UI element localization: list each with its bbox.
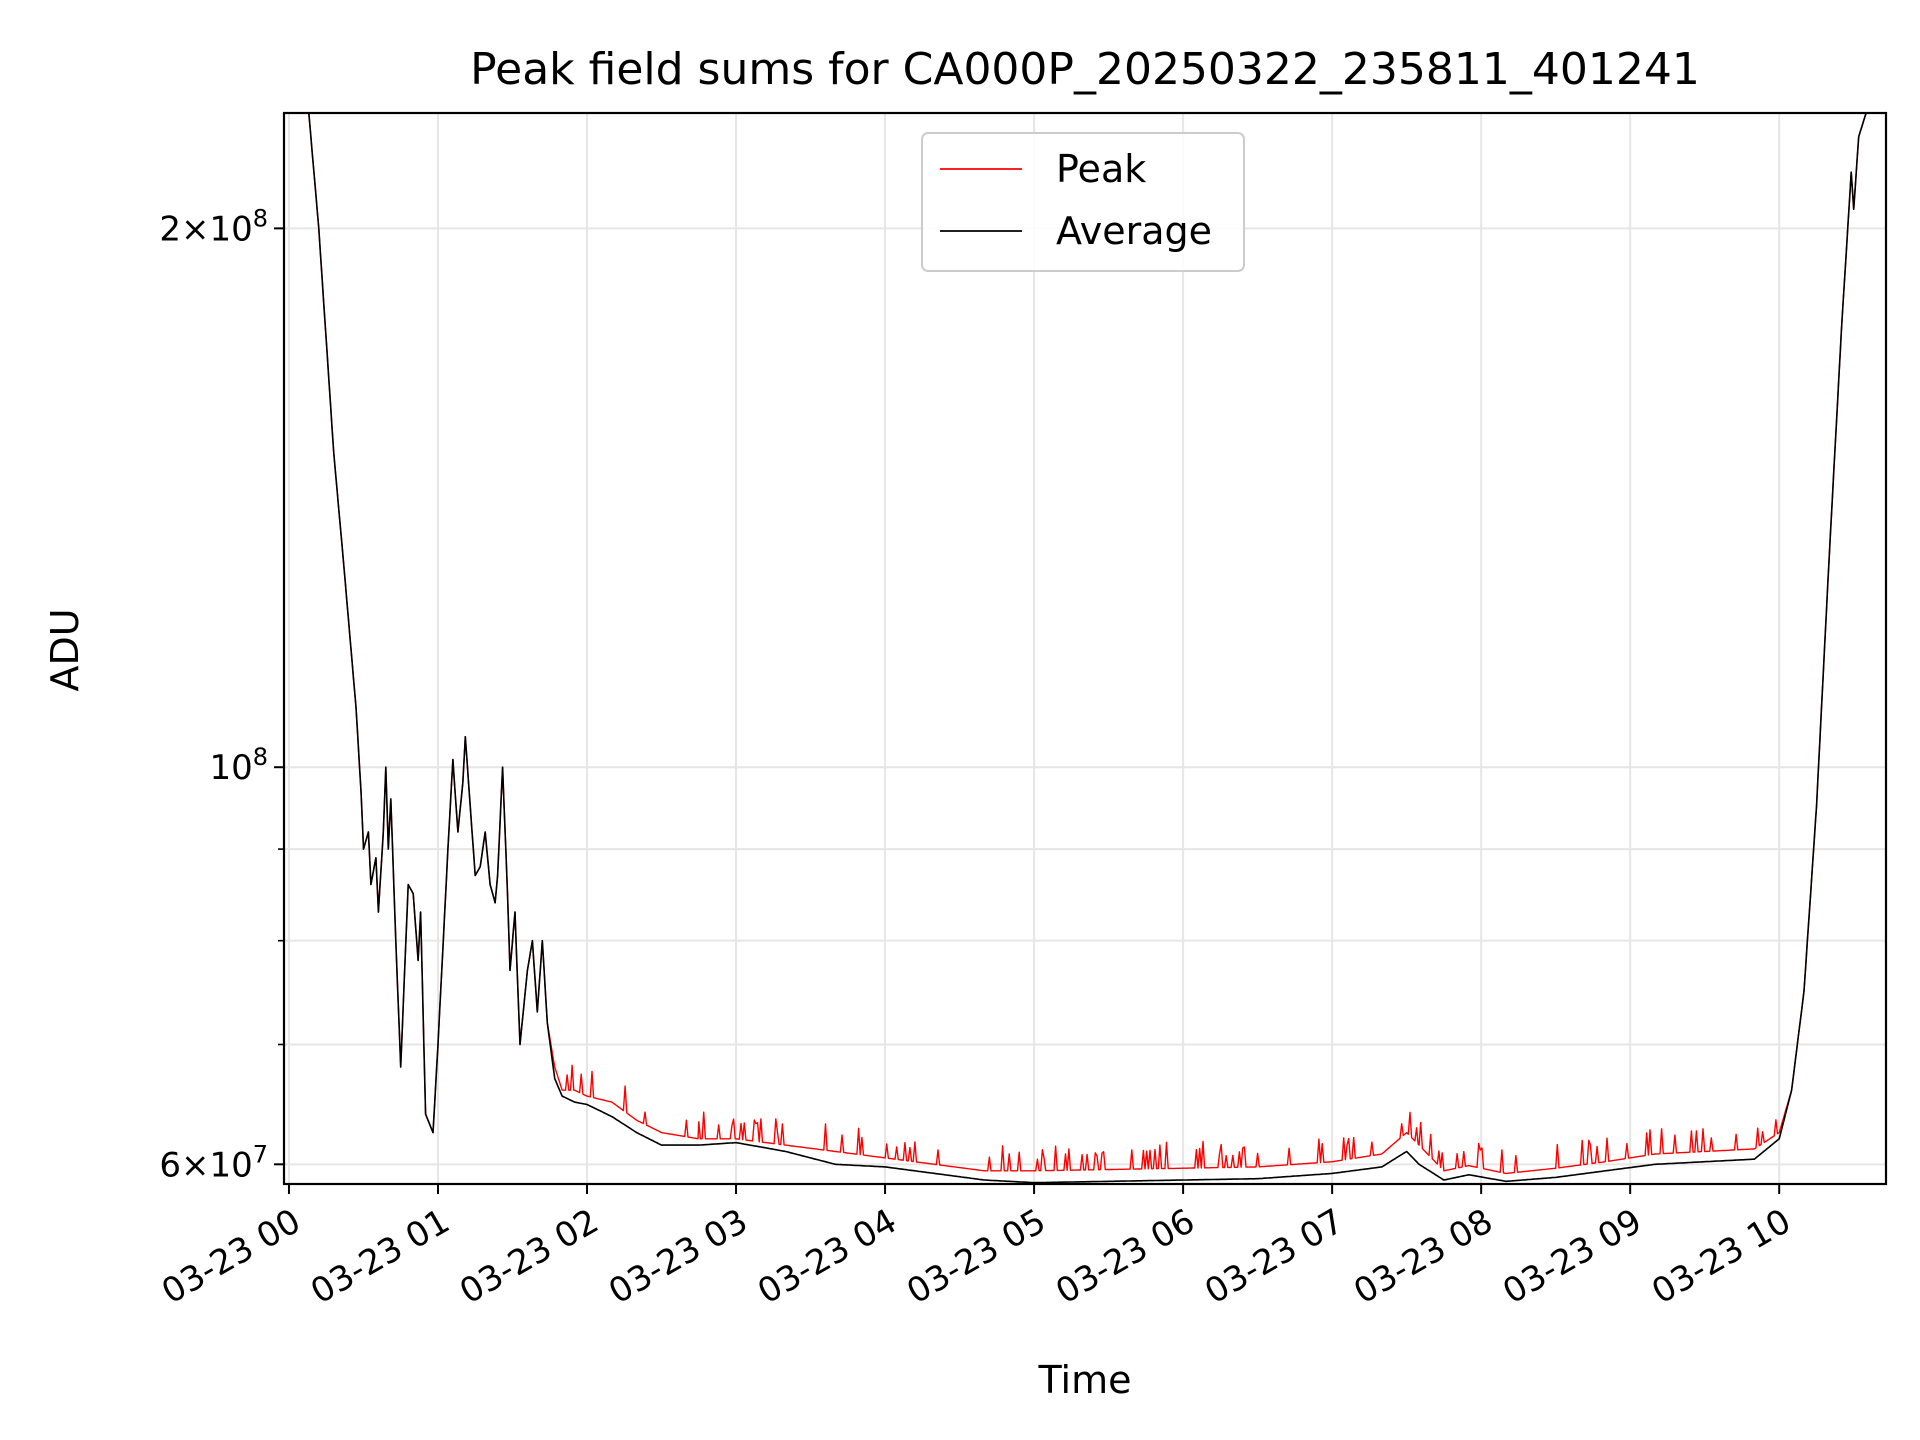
chart-title: Peak field sums for CA000P_20250322_2358… [470,44,1700,95]
series-group [284,113,1886,1184]
x-axis-label: Time [1038,1358,1132,1402]
legend-box [921,132,1245,272]
legend-label-peak: Peak [1056,147,1146,191]
y-axis-label: ADU [43,608,87,691]
legend: Peak Average [921,132,1245,272]
plot-frame [282,111,1888,1186]
y-tick-label: 2×108 [159,204,268,249]
y-axis: 6×107 108 2×108 [159,204,284,1185]
y-tick-label: 6×107 [159,1140,268,1185]
series-line-average [284,113,1886,1184]
legend-label-average: Average [1056,209,1212,253]
y-tick-label: 108 [209,743,268,788]
